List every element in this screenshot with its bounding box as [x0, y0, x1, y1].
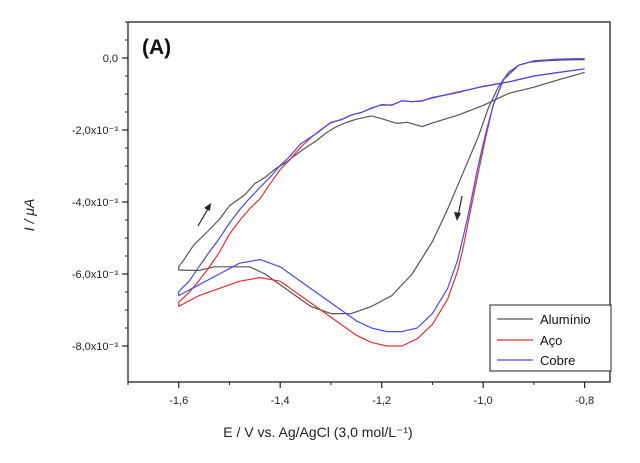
- x-tick-label: -1,0: [474, 395, 493, 407]
- y-axis-title: I / μA: [21, 199, 37, 232]
- series-line-cobre: [178, 58, 585, 333]
- panel-label: (A): [142, 36, 171, 59]
- x-tick-label: -1,4: [271, 395, 290, 407]
- legend-item-cobre: Cobre: [497, 353, 575, 368]
- x-tick-label: -1,2: [372, 395, 391, 407]
- legend-label-aluminio: Alumínio: [540, 312, 591, 327]
- legend: Alumínio Aço Cobre: [489, 304, 612, 372]
- series-line-aco: [178, 58, 585, 347]
- plot-area: [178, 58, 585, 347]
- axes: -1,6 -1,4 -1,2 -1,0 -0,8 0,0 -2,0x10⁻³ -4,0x10⁻…: [72, 21, 611, 407]
- y-tick-label: -2,0x10⁻³: [72, 125, 118, 137]
- y-tick-label: -4,0x10⁻³: [72, 197, 118, 209]
- x-tick-label: -1,6: [169, 395, 188, 407]
- y-tick-label: -6,0x10⁻³: [72, 269, 118, 281]
- legend-item-aco: Aço: [497, 333, 562, 348]
- legend-label-aco: Aço: [540, 333, 562, 348]
- sweep-arrow-down: [454, 195, 463, 221]
- legend-label-cobre: Cobre: [540, 353, 575, 368]
- x-tick-label: -0,8: [575, 395, 594, 407]
- x-axis-title: E / V vs. Ag/AgCl (3,0 mol/L⁻¹): [223, 424, 412, 440]
- sweep-arrow-up: [197, 203, 211, 227]
- series-line-aluminio: [178, 59, 585, 315]
- legend-item-aluminio: Alumínio: [497, 312, 591, 327]
- y-tick-label: -8,0x10⁻³: [72, 341, 118, 353]
- y-tick-label: 0,0: [103, 53, 118, 65]
